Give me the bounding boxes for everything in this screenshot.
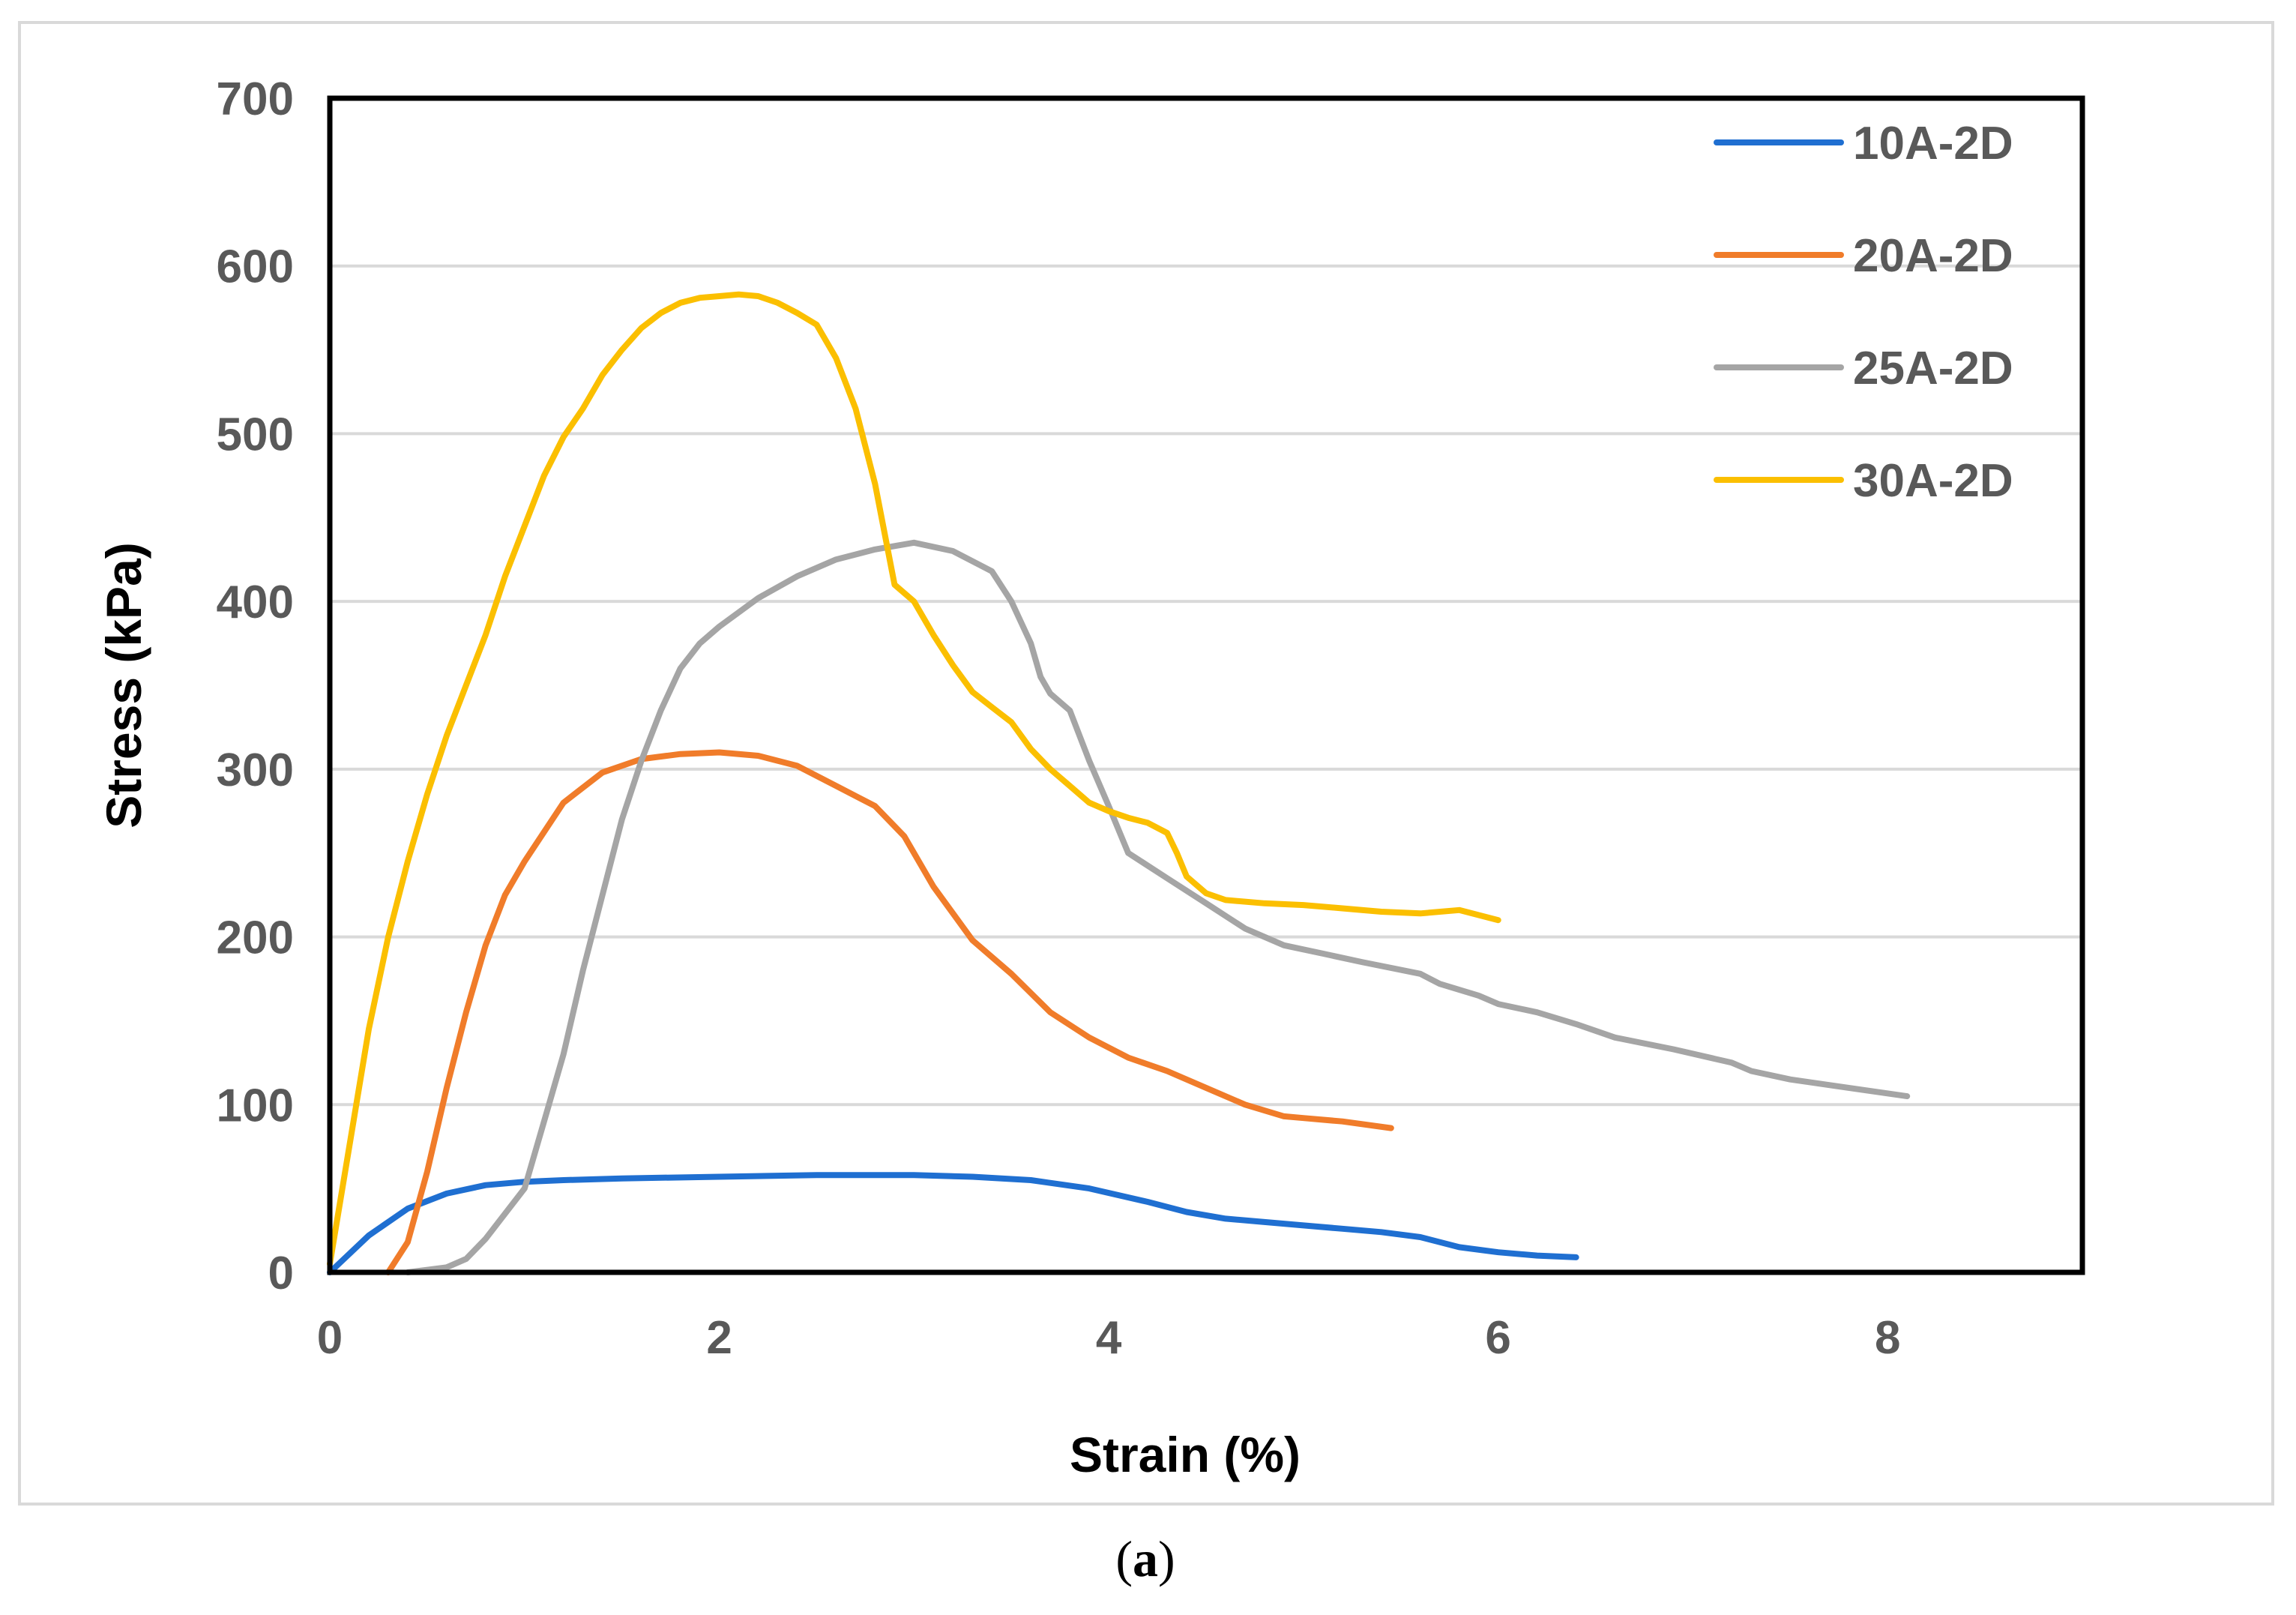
y-tick-labels: 0 100 200 300 400 500 600 700	[217, 73, 294, 1299]
y-axis-title: Stress (kPa)	[96, 542, 151, 828]
gridlines	[330, 264, 2082, 1107]
series-line-10a-2d	[327, 1172, 1579, 1275]
plot-area-border	[327, 95, 2085, 1275]
caption: (a)	[1115, 1530, 1175, 1587]
y-tick-label: 700	[217, 73, 294, 125]
x-tick-label: 2	[706, 1312, 732, 1364]
x-tick-labels: 0 2 4 6 8	[317, 1312, 1901, 1364]
series-lines	[327, 291, 1911, 1275]
y-tick-label: 600	[217, 241, 294, 293]
y-tick-label: 500	[217, 409, 294, 460]
series-line-25a-2d	[404, 539, 1911, 1275]
x-tick-label: 8	[1875, 1312, 1900, 1364]
legend-label-30a-2d: 30A-2D	[1853, 455, 2013, 507]
y-tick-label: 300	[217, 745, 294, 796]
caption-open-paren: (	[1115, 1530, 1133, 1587]
y-tick-label: 0	[268, 1248, 294, 1299]
legend-label-25a-2d: 25A-2D	[1853, 343, 2013, 394]
caption-close-paren: )	[1158, 1530, 1175, 1587]
x-tick-label: 0	[317, 1312, 343, 1364]
x-axis-title: Strain (%)	[1070, 1427, 1301, 1482]
caption-letter: a	[1133, 1530, 1158, 1587]
y-tick-label: 200	[217, 912, 294, 964]
y-tick-label: 400	[217, 577, 294, 628]
series-line-20a-2d	[385, 749, 1394, 1275]
legend: 10A-2D 20A-2D 25A-2D 30A-2D	[1714, 118, 2013, 507]
y-tick-label: 100	[217, 1080, 294, 1131]
legend-label-20a-2d: 20A-2D	[1853, 230, 2013, 282]
x-tick-label: 4	[1096, 1312, 1122, 1364]
x-tick-label: 6	[1485, 1312, 1510, 1364]
legend-label-10a-2d: 10A-2D	[1853, 118, 2013, 169]
series-line-30a-2d	[327, 291, 1501, 1267]
